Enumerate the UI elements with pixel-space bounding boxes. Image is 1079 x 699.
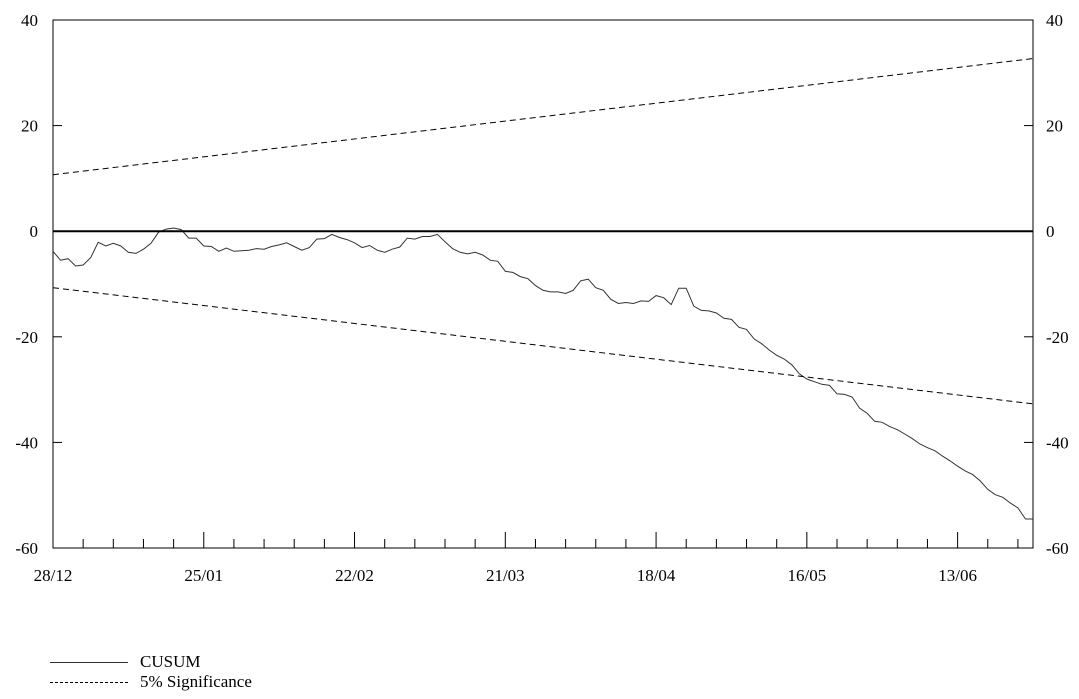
x-tick-label: 21/03 (486, 566, 525, 585)
y-tick-label-left: -20 (15, 328, 38, 347)
x-tick-label: 18/04 (637, 566, 676, 585)
legend-label-cusum: CUSUM (140, 652, 201, 671)
y-tick-label-left: 40 (21, 11, 38, 30)
x-tick-label: 25/01 (184, 566, 223, 585)
legend-label-significance: 5% Significance (140, 672, 252, 691)
y-tick-label-right: -60 (1046, 539, 1069, 558)
cusum-line (52, 227, 1033, 520)
y-tick-label-left: 20 (21, 117, 38, 136)
y-tick-label-right: -20 (1046, 328, 1069, 347)
x-tick-label: 13/06 (938, 566, 977, 585)
y-tick-label-right: 40 (1046, 11, 1063, 30)
x-tick-label: 22/02 (335, 566, 374, 585)
y-tick-label-left: -40 (15, 433, 38, 452)
x-tick-label: 28/12 (34, 566, 73, 585)
legend-item-significance: 5% Significance (50, 672, 252, 692)
legend-swatch-dashed (50, 681, 128, 683)
y-tick-label-right: 0 (1046, 222, 1055, 241)
y-tick-label-left: -60 (15, 539, 38, 558)
chart-legend: CUSUM 5% Significance (50, 652, 252, 692)
legend-item-cusum: CUSUM (50, 652, 252, 672)
y-tick-label-left: 0 (30, 222, 39, 241)
legend-swatch-solid (50, 661, 128, 663)
x-tick-label: 16/05 (787, 566, 826, 585)
y-tick-label-right: 20 (1046, 117, 1063, 136)
y-tick-label-right: -40 (1046, 433, 1069, 452)
plot-frame (52, 19, 1034, 549)
lower-significance-line (52, 287, 1034, 405)
upper-significance-line (52, 58, 1034, 176)
